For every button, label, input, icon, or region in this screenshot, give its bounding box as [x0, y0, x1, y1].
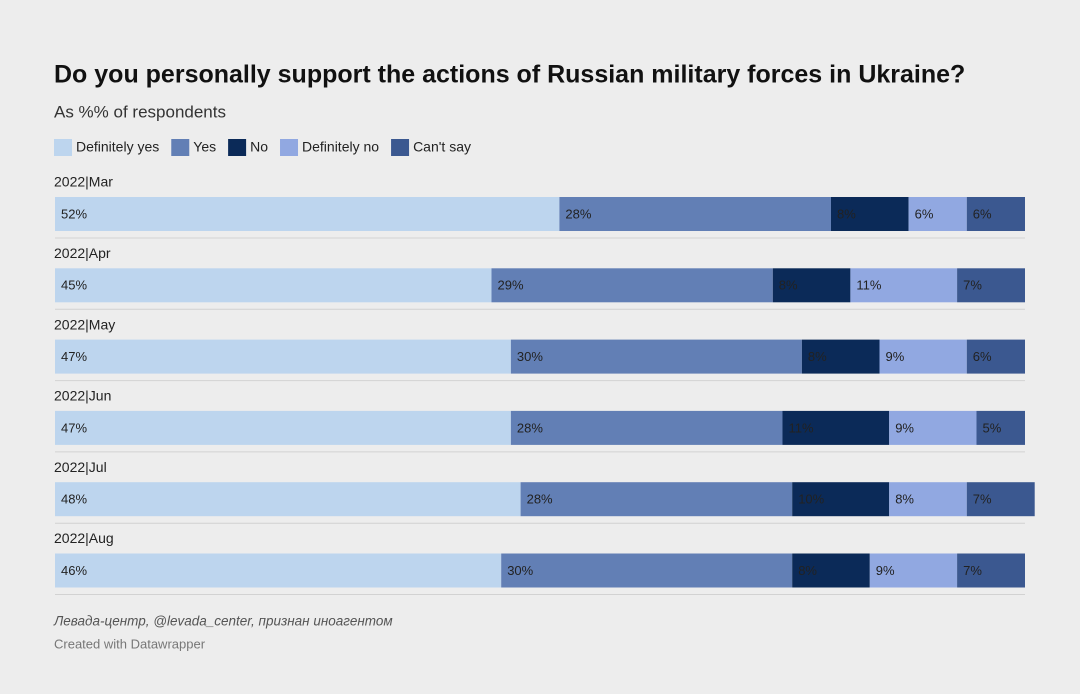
- value-label: 8%: [837, 206, 856, 221]
- bar-segment: [801, 339, 880, 374]
- bar-segment: [559, 197, 831, 231]
- bar-segment: [831, 197, 909, 231]
- value-label: 48%: [61, 492, 87, 507]
- bar-segment: [501, 553, 793, 588]
- value-label: 30%: [507, 563, 533, 578]
- legend-swatch: [228, 139, 247, 156]
- value-label: 52%: [61, 206, 87, 221]
- chart-title: Do you personally support the actions of…: [54, 61, 965, 89]
- value-label: 8%: [808, 349, 827, 364]
- value-label: 8%: [895, 492, 914, 507]
- value-label: 30%: [517, 349, 543, 364]
- value-label: 46%: [61, 563, 87, 578]
- category-label: 2022|Apr: [54, 245, 111, 261]
- value-label: 5%: [983, 420, 1002, 435]
- category-label: 2022|Aug: [54, 530, 114, 546]
- bar-segment: [510, 339, 802, 374]
- bar-segment: [957, 553, 1025, 588]
- bar-segment: [491, 268, 773, 303]
- value-label: 8%: [798, 563, 817, 578]
- value-label: 9%: [895, 420, 914, 435]
- bar-segment: [520, 482, 793, 517]
- value-label: 7%: [963, 278, 982, 293]
- bar-segment: [966, 339, 1025, 374]
- value-label: 45%: [61, 278, 87, 293]
- value-label: 9%: [886, 349, 905, 364]
- bar-segment: [879, 339, 967, 374]
- bar-segment: [976, 410, 1025, 445]
- value-label: 9%: [876, 563, 895, 578]
- legend-swatch: [391, 139, 410, 156]
- bar-segment: [55, 410, 511, 445]
- bar-segment: [792, 482, 890, 517]
- bar-segment: [772, 268, 851, 303]
- chart-subtitle: As %% of respondents: [54, 102, 226, 121]
- bar-segment: [782, 410, 890, 445]
- bar-segment: [55, 482, 521, 517]
- value-label: 6%: [973, 349, 992, 364]
- bar-segment: [908, 197, 967, 231]
- legend-swatch: [280, 139, 299, 156]
- bar-segment: [792, 553, 870, 588]
- legend-label: Yes: [193, 139, 216, 155]
- category-label: 2022|Jun: [54, 388, 111, 404]
- bar-segment: [850, 268, 958, 303]
- value-label: 47%: [61, 349, 87, 364]
- bar-segment: [55, 553, 502, 588]
- bar-segment: [957, 268, 1025, 303]
- bar-segment: [510, 410, 783, 445]
- value-label: 11%: [856, 278, 881, 293]
- category-label: 2022|Mar: [54, 174, 113, 190]
- bar-segment: [55, 339, 511, 374]
- value-label: 7%: [963, 563, 982, 578]
- bar-segment: [966, 197, 1025, 231]
- value-label: 28%: [527, 492, 553, 507]
- value-label: 7%: [973, 492, 992, 507]
- legend-label: Definitely no: [302, 139, 379, 155]
- value-label: 28%: [565, 206, 591, 221]
- legend-label: Can't say: [413, 139, 471, 155]
- value-label: 6%: [973, 206, 992, 221]
- value-label: 10%: [798, 492, 824, 507]
- category-label: 2022|May: [54, 316, 115, 332]
- bar-segment: [869, 553, 958, 588]
- value-label: 6%: [915, 206, 934, 221]
- value-label: 28%: [517, 420, 543, 435]
- bar-segment: [55, 197, 560, 231]
- source: Левада-центр, @levada_center, признан ин…: [53, 614, 393, 629]
- legend-swatch: [171, 139, 190, 156]
- value-label: 11%: [789, 420, 814, 435]
- bar-segment: [889, 482, 967, 517]
- legend-label: Definitely yes: [76, 139, 159, 155]
- credit: Created with Datawrapper: [54, 636, 206, 651]
- value-label: 29%: [498, 278, 524, 293]
- bar-segment: [889, 410, 977, 445]
- legend-swatch: [54, 139, 72, 156]
- legend-label: No: [250, 139, 268, 155]
- value-label: 47%: [61, 420, 87, 435]
- value-label: 8%: [779, 278, 798, 293]
- category-label: 2022|Jul: [54, 459, 107, 475]
- bar-segment: [966, 482, 1035, 517]
- bar-segment: [55, 268, 492, 303]
